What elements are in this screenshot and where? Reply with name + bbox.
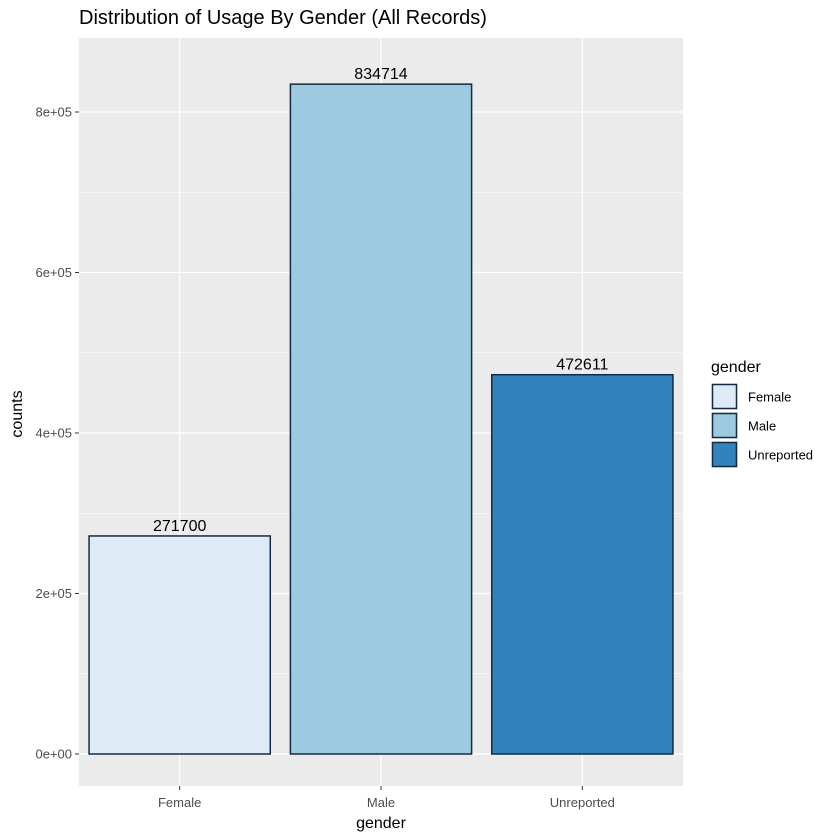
legend-label: Male	[748, 419, 776, 434]
x-axis-title: gender	[356, 815, 406, 832]
y-tick-label: 8e+05	[35, 105, 72, 120]
legend-label: Female	[748, 390, 791, 405]
y-tick-label: 2e+05	[35, 586, 72, 601]
legend-swatch-male	[711, 412, 738, 439]
x-tick-label: Male	[367, 795, 395, 810]
x-axis: Female Male Unreported	[158, 786, 615, 810]
x-tick-label: Female	[158, 795, 201, 810]
y-axis-title: counts	[9, 390, 26, 437]
bar-female	[88, 535, 272, 755]
plot-panel: 271700 834714 472611	[79, 38, 683, 786]
y-tick-label: 6e+05	[35, 265, 72, 280]
legend-title: gender	[711, 359, 761, 376]
data-label: 472611	[556, 357, 608, 374]
x-tick-label: Unreported	[550, 795, 615, 810]
data-label: 271700	[153, 518, 206, 535]
legend-swatch-unreported	[711, 441, 738, 468]
y-axis: 0e+00 2e+05 4e+05 6e+05 8e+05	[35, 105, 79, 762]
data-label: 834714	[354, 66, 407, 83]
legend-swatch-female	[711, 383, 738, 410]
y-tick-label: 0e+00	[35, 747, 72, 762]
y-tick-label: 4e+05	[35, 426, 72, 441]
bar-unreported	[490, 373, 674, 755]
chart-title: Distribution of Usage By Gender (All Rec…	[79, 7, 487, 29]
bar-male	[289, 83, 473, 755]
legend: gender Female Male Unreported	[711, 359, 813, 468]
legend-label: Unreported	[748, 448, 813, 463]
